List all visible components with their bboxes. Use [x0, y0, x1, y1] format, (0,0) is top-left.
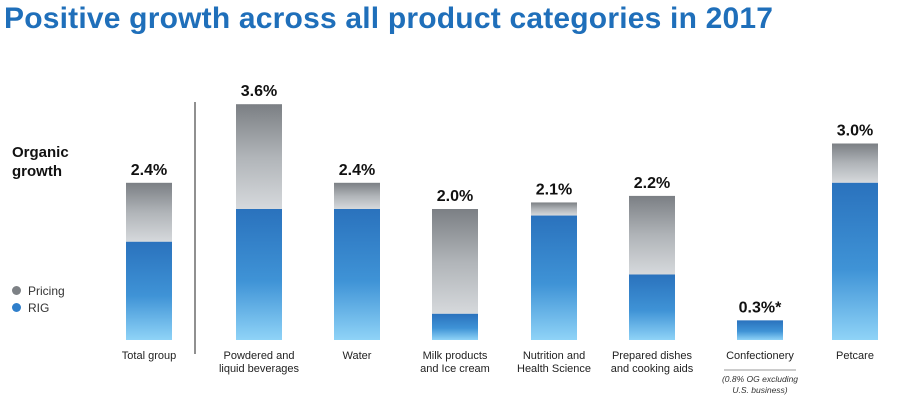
legend-label-rig: RIG: [28, 300, 50, 315]
category-label-1-1: liquid beverages: [219, 363, 300, 375]
value-label-4: 2.1%: [536, 181, 572, 198]
value-label-0: 2.4%: [131, 162, 167, 179]
category-label-5-0: Prepared dishes: [612, 350, 693, 362]
category-label-2-0: Water: [343, 350, 372, 362]
footnote-line-1: U.S. business): [732, 385, 787, 395]
category-label-1-0: Powdered and: [224, 350, 295, 362]
bar-pricing-2: [334, 182, 380, 209]
legend-item-pricing: Pricing: [12, 282, 65, 299]
legend: Pricing RIG: [12, 282, 65, 316]
bar-pricing-0: [126, 182, 172, 242]
category-label-7-0: Petcare: [836, 350, 874, 362]
bar-rig-7: [832, 182, 878, 340]
legend-swatch-rig: [12, 303, 21, 312]
category-label-3-1: and Ice cream: [420, 363, 490, 375]
category-label-5-1: and cooking aids: [611, 363, 694, 375]
bar-rig-0: [126, 241, 172, 340]
bar-rig-2: [334, 209, 380, 340]
footnote-line-0: (0.8% OG excluding: [722, 374, 798, 384]
legend-label-pricing: Pricing: [28, 283, 65, 298]
bar-pricing-7: [832, 143, 878, 183]
page-title: Positive growth across all product categ…: [4, 2, 774, 35]
category-label-0-0: Total group: [122, 350, 176, 362]
category-label-3-0: Milk products: [423, 350, 488, 362]
bar-pricing-4: [531, 202, 577, 216]
bar-pricing-1: [236, 104, 282, 209]
category-label-4-0: Nutrition and: [523, 350, 585, 362]
value-label-2: 2.4%: [339, 162, 375, 179]
value-label-3: 2.0%: [437, 188, 473, 205]
value-label-5: 2.2%: [634, 175, 670, 192]
value-label-1: 3.6%: [241, 83, 277, 100]
value-label-6: 0.3%*: [739, 299, 782, 316]
bar-rig-4: [531, 215, 577, 340]
bar-rig-3: [432, 313, 478, 340]
bar-pricing-5: [629, 195, 675, 275]
bar-rig-6: [737, 320, 783, 340]
legend-swatch-pricing: [12, 286, 21, 295]
legend-item-rig: RIG: [12, 299, 65, 316]
category-label-6-0: Confectionery: [726, 350, 794, 362]
bar-rig-5: [629, 274, 675, 340]
category-label-4-1: Health Science: [517, 363, 591, 375]
value-label-7: 3.0%: [837, 123, 873, 140]
bar-rig-1: [236, 209, 282, 340]
bar-pricing-3: [432, 209, 478, 314]
y-axis-label: Organic growth: [12, 144, 69, 180]
